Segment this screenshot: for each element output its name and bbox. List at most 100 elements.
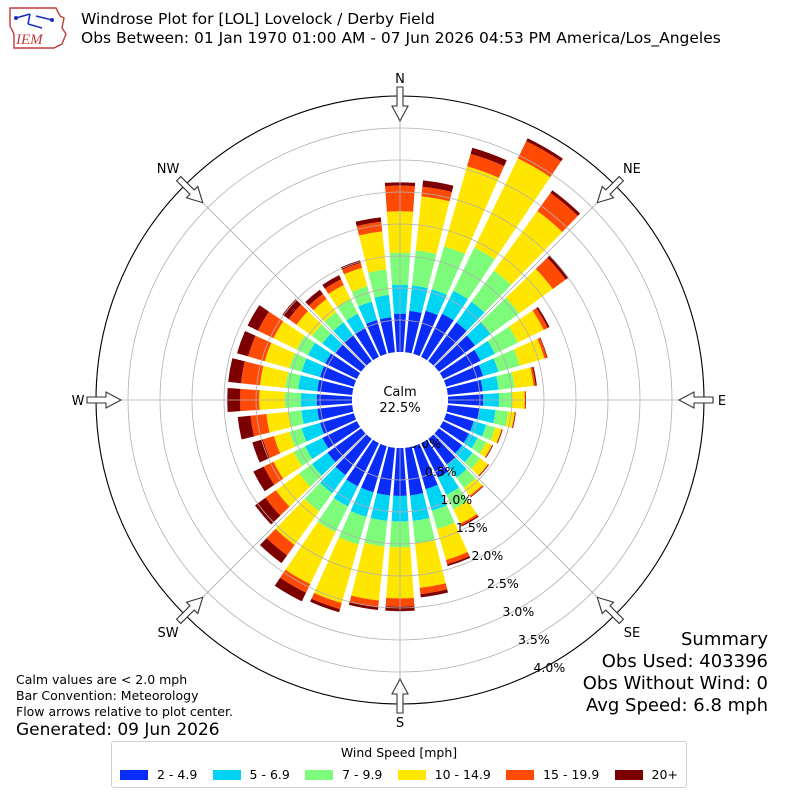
bar-200-15-19-9: [311, 592, 342, 610]
obs-without-wind: Obs Without Wind: 0: [582, 673, 768, 694]
bar-230-5-6-9: [311, 452, 336, 476]
bar-130-10-14-9: [471, 458, 489, 476]
bar-100-5-6-9: [477, 408, 496, 424]
bar-330-10-14-9: [328, 284, 351, 308]
bar-340-10-14-9: [344, 267, 368, 292]
direction-label-ne: NE: [623, 162, 641, 177]
notes-block: Calm values are < 2.0 mph Bar Convention…: [16, 672, 233, 720]
bar-190-15-19-9: [349, 595, 379, 607]
bar-150-10-14-9: [453, 500, 477, 524]
bar-100-2-4-9: [446, 405, 480, 420]
bar-60-5-6-9: [474, 340, 495, 361]
compass-arrow-icon: [391, 86, 409, 123]
bar-300-15-19-9: [257, 311, 284, 339]
legend-label: 2 - 4.9: [157, 767, 198, 782]
bar-40-15-19-9: [537, 192, 578, 232]
bar-220-5-6-9: [319, 466, 346, 494]
direction-label-se: SE: [624, 626, 640, 641]
bar-210-5-6-9: [333, 479, 358, 507]
legend-label: 15 - 19.9: [543, 767, 600, 782]
bar-330-20-: [322, 275, 342, 289]
bar-260-15-19-9: [250, 414, 270, 437]
bar-220-7-9-9: [304, 482, 333, 512]
radial-tick-label: 0.5%: [425, 464, 457, 479]
grid-spoke: [184, 399, 401, 616]
iem-logo-text: IEM: [15, 32, 44, 48]
bar-20-7-9-9: [431, 246, 466, 295]
bar-200-10-14-9: [314, 537, 359, 604]
bar-30-20-: [526, 138, 563, 162]
bar-30-10-14-9: [474, 158, 551, 260]
compass-arrows: [86, 86, 714, 714]
bar-210-7-9-9: [317, 498, 349, 533]
bar-110-10-14-9: [490, 427, 502, 443]
bar-110-2-4-9: [443, 413, 474, 432]
avg-speed: Avg Speed: 6.8 mph: [586, 695, 768, 716]
bar-320-2-4-9: [344, 335, 372, 366]
direction-label-n: N: [395, 72, 405, 87]
bar-300-20-: [247, 305, 269, 331]
bar-60-20-: [536, 306, 550, 328]
bar-170-15-19-9: [419, 583, 448, 595]
bar-20-20-: [470, 147, 507, 167]
bar-330-15-19-9: [324, 279, 344, 294]
bar-200-20-: [310, 598, 341, 613]
bar-340-7-9-9: [351, 286, 372, 307]
bar-10-10-14-9: [415, 196, 450, 255]
bar-350-5-6-9: [374, 294, 392, 320]
bar-320-10-14-9: [313, 299, 337, 322]
bar-290-15-19-9: [248, 335, 272, 362]
bar-250-7-9-9: [289, 428, 307, 447]
bar-350-20-: [355, 217, 382, 227]
bar-10-20-: [422, 180, 454, 192]
bar-80-7-9-9: [496, 372, 515, 390]
bar-320-15-19-9: [308, 293, 327, 311]
bar-190-20-: [348, 601, 379, 611]
bar-320-5-6-9: [333, 322, 353, 343]
bar-130-15-19-9: [478, 463, 489, 477]
calm-note: Calm values are < 2.0 mph: [16, 672, 188, 687]
compass-arrow-icon: [677, 391, 714, 409]
bar-190-5-6-9: [370, 493, 390, 521]
bar-160-7-9-9: [431, 505, 455, 530]
bar-150-15-19-9: [460, 514, 479, 526]
bar-250-10-14-9: [273, 431, 295, 454]
bar-30-7-9-9: [453, 247, 495, 300]
bar-210-10-14-9: [285, 522, 336, 585]
bar-80-2-4-9: [446, 379, 483, 395]
bar-110-15-19-9: [496, 429, 503, 444]
bar-70-5-6-9: [478, 358, 499, 377]
bar-350-2-4-9: [379, 317, 395, 354]
bar-150-20-: [461, 515, 479, 527]
bar-260-20-: [237, 415, 255, 440]
radial-tick-label: 3.0%: [502, 604, 534, 619]
bar-310-2-4-9: [335, 344, 366, 372]
bar-260-10-14-9: [266, 411, 292, 433]
bar-280-7-9-9: [285, 372, 301, 390]
bar-100-15-19-9: [511, 412, 516, 429]
legend-label: 7 - 9.9: [342, 767, 383, 782]
bar-60-10-14-9: [508, 310, 544, 343]
bar-110-5-6-9: [470, 421, 487, 437]
bar-250-20-: [252, 439, 270, 463]
compass-arrow-icon: [175, 175, 204, 204]
radial-tick-label: 4.0%: [533, 660, 565, 675]
bar-70-2-4-9: [443, 364, 484, 387]
direction-label-sw: SW: [158, 626, 179, 641]
bar-230-15-19-9: [265, 490, 290, 516]
chart-subtitle: Obs Between: 01 Jan 1970 01:00 AM - 07 J…: [81, 29, 721, 47]
bar-20-2-4-9: [413, 310, 438, 357]
bar-120-7-9-9: [471, 437, 487, 454]
bar-10-15-19-9: [421, 186, 452, 202]
bar-10-2-4-9: [405, 310, 422, 354]
bar-60-7-9-9: [487, 326, 518, 354]
bar-240-20-: [253, 466, 275, 492]
bar-240-5-6-9: [305, 437, 329, 460]
bar-340-15-19-9: [341, 262, 363, 275]
bar-40-2-4-9: [428, 322, 467, 366]
direction-labels: N NE E SE S SW W NW: [72, 72, 727, 731]
bar-220-15-19-9: [266, 528, 295, 556]
radial-tick-label: 2.0%: [471, 548, 503, 563]
bar-290-20-: [236, 331, 256, 357]
